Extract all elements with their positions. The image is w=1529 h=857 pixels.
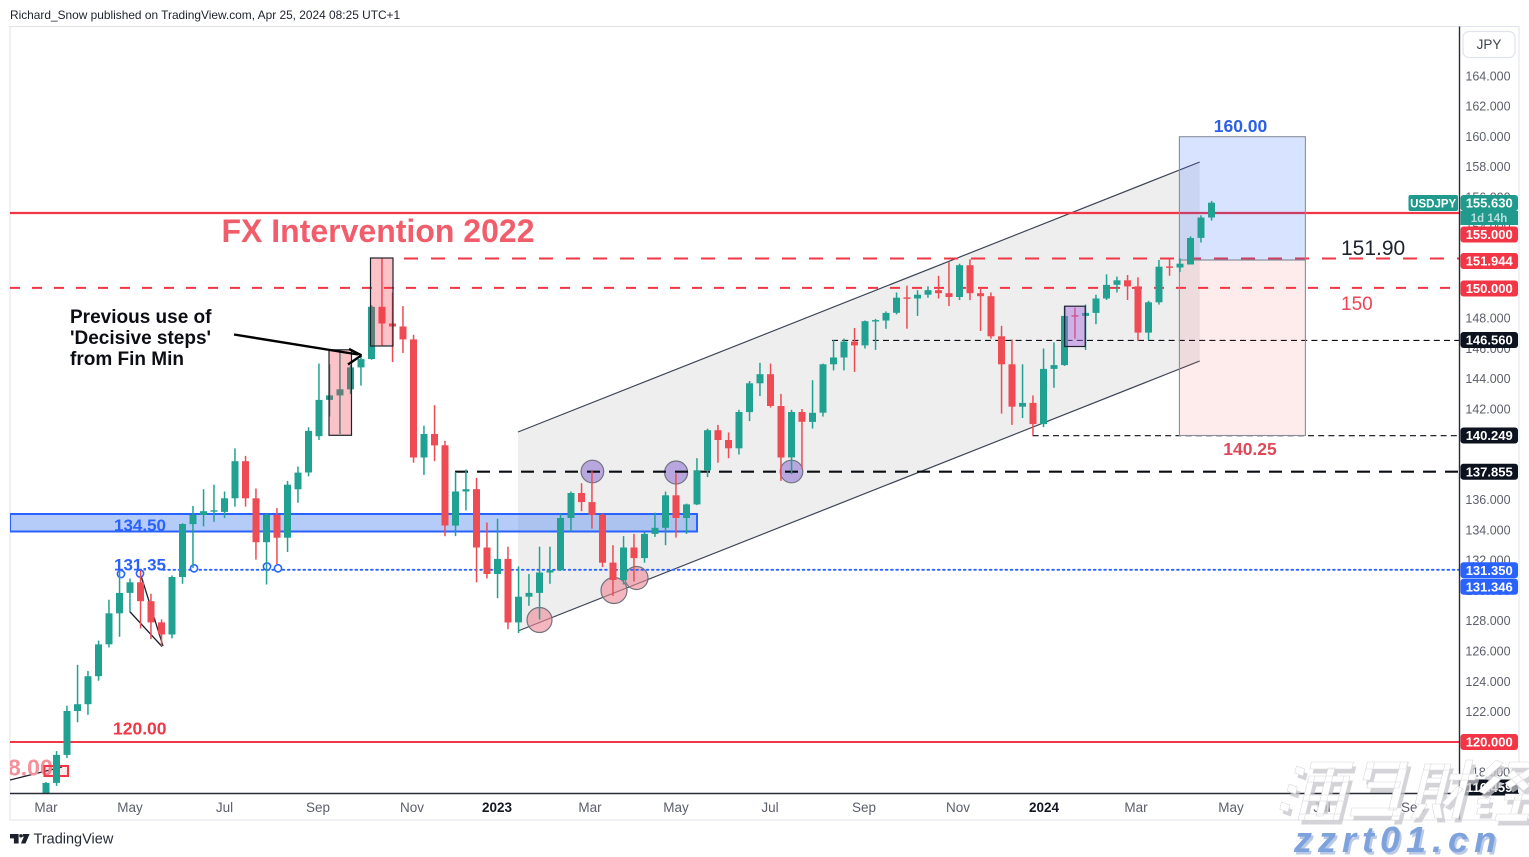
svg-text:140.249: 140.249 (1466, 428, 1513, 443)
svg-text:'Decisive steps': 'Decisive steps' (70, 328, 211, 349)
svg-text:128.000: 128.000 (1465, 614, 1510, 628)
svg-text:137.855: 137.855 (1466, 464, 1513, 479)
svg-text:126.000: 126.000 (1465, 645, 1510, 659)
svg-text:150.000: 150.000 (1466, 281, 1513, 296)
svg-text:131.35: 131.35 (114, 556, 166, 575)
svg-text:Mar: Mar (34, 800, 58, 815)
svg-text:from Fin Min: from Fin Min (70, 349, 184, 370)
svg-text:Jul: Jul (761, 800, 778, 815)
svg-text:Jul: Jul (216, 800, 233, 815)
svg-text:151.90: 151.90 (1341, 237, 1405, 260)
svg-text:164.000: 164.000 (1465, 69, 1510, 83)
svg-text:Mar: Mar (578, 800, 602, 815)
svg-text:136.000: 136.000 (1465, 493, 1510, 507)
svg-text:155.000: 155.000 (1466, 227, 1513, 242)
svg-text:120.00: 120.00 (113, 719, 167, 739)
svg-text:134.000: 134.000 (1465, 523, 1510, 537)
svg-text:140.25: 140.25 (1223, 439, 1277, 459)
svg-text:124.000: 124.000 (1465, 675, 1510, 689)
svg-text:Mar: Mar (1124, 800, 1148, 815)
svg-text:May: May (1218, 800, 1244, 815)
svg-text:zzrt01.cn: zzrt01.cn (1293, 819, 1502, 857)
svg-text:162.000: 162.000 (1465, 100, 1510, 114)
svg-text:May: May (117, 800, 143, 815)
svg-text:zzrt01.cn: zzrt01.cn (1295, 822, 1504, 857)
svg-text:160.00: 160.00 (1214, 116, 1268, 136)
svg-text:142.000: 142.000 (1465, 402, 1510, 416)
svg-text:FX Intervention 2022: FX Intervention 2022 (222, 213, 535, 249)
svg-text:JPY: JPY (1477, 37, 1502, 52)
svg-text:2024: 2024 (1029, 800, 1060, 815)
svg-text:120.000: 120.000 (1466, 735, 1513, 750)
svg-text:Previous use of: Previous use of (70, 307, 212, 328)
svg-text:131.346: 131.346 (1466, 579, 1513, 594)
svg-text:Sep: Sep (306, 800, 330, 815)
svg-text:USDJPY: USDJPY (1410, 199, 1456, 211)
svg-text:158.000: 158.000 (1465, 160, 1510, 174)
svg-text:160.000: 160.000 (1465, 130, 1510, 144)
svg-text:148.000: 148.000 (1465, 312, 1510, 326)
svg-text:131.350: 131.350 (1466, 563, 1513, 578)
svg-text:May: May (663, 800, 689, 815)
svg-text:146.560: 146.560 (1466, 333, 1513, 348)
svg-text:1d 14h: 1d 14h (1471, 213, 1507, 225)
svg-text:Sep: Sep (852, 800, 876, 815)
svg-text:122.000: 122.000 (1465, 705, 1510, 719)
svg-text:155.630: 155.630 (1466, 196, 1513, 211)
svg-text:2023: 2023 (482, 800, 513, 815)
svg-text:150: 150 (1341, 294, 1373, 315)
svg-text:144.000: 144.000 (1465, 372, 1510, 386)
svg-text:Richard_Snow published on Trad: Richard_Snow published on TradingView.co… (10, 8, 400, 22)
svg-text:Nov: Nov (946, 800, 970, 815)
svg-text:134.50: 134.50 (114, 516, 166, 535)
svg-text:TradingView: TradingView (34, 832, 114, 848)
svg-text:151.944: 151.944 (1466, 254, 1514, 269)
svg-text:Nov: Nov (400, 800, 424, 815)
